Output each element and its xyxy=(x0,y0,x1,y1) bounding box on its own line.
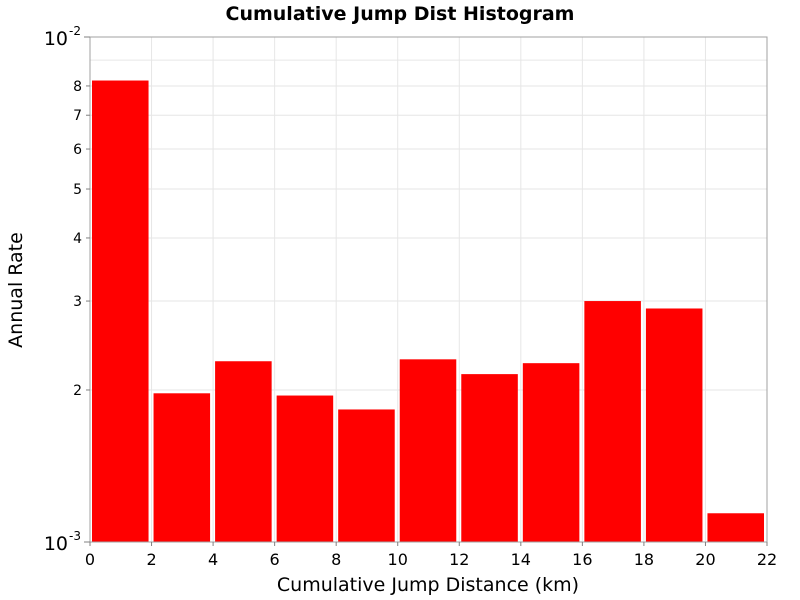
grid xyxy=(89,37,768,542)
x-tick-label: 8 xyxy=(331,550,341,569)
x-tick-label: 22 xyxy=(757,550,777,569)
y-tick-label: 4 xyxy=(73,231,82,247)
y-decade-exponent: -2 xyxy=(69,24,81,38)
bar xyxy=(645,308,703,542)
bar xyxy=(153,393,211,542)
bar xyxy=(399,359,457,542)
y-decade-exponent: -3 xyxy=(69,529,81,543)
x-tick-label: 2 xyxy=(146,550,156,569)
plot-frame xyxy=(89,36,768,543)
x-axis-label: Cumulative Jump Distance (km) xyxy=(277,574,579,596)
bar xyxy=(522,363,580,542)
x-tick-label: 14 xyxy=(511,550,531,569)
x-tick-label: 0 xyxy=(85,550,95,569)
y-tick-label: 2 xyxy=(73,383,82,399)
x-tick-label: 16 xyxy=(572,550,592,569)
chart-title: Cumulative Jump Dist Histogram xyxy=(226,3,575,25)
x-tick-label: 6 xyxy=(270,550,280,569)
y-axis-label: Annual Rate xyxy=(5,232,27,348)
y-tick-label: 5 xyxy=(73,182,82,198)
bar xyxy=(461,374,518,542)
x-tick-label: 10 xyxy=(388,550,408,569)
y-tick-label: 3 xyxy=(73,294,82,310)
y-tick-label: 7 xyxy=(73,108,82,124)
bar xyxy=(215,361,272,542)
x-tick-label: 12 xyxy=(449,550,469,569)
x-tick-label: 18 xyxy=(634,550,654,569)
bar xyxy=(276,395,334,542)
x-axis: 0 2 4 6 8 10 12 14 16 18 20 22 xyxy=(85,542,777,569)
y-tick-label: 6 xyxy=(73,142,82,158)
x-tick-label: 20 xyxy=(695,550,715,569)
y-decade-label: 10 xyxy=(44,533,68,555)
y-tick-label: 8 xyxy=(73,79,82,95)
bar xyxy=(584,301,641,542)
y-decade-label: 10 xyxy=(44,28,68,50)
bars xyxy=(92,80,764,543)
bar xyxy=(707,513,764,542)
x-tick-label: 4 xyxy=(208,550,218,569)
bar xyxy=(338,409,395,542)
bar xyxy=(92,80,149,543)
